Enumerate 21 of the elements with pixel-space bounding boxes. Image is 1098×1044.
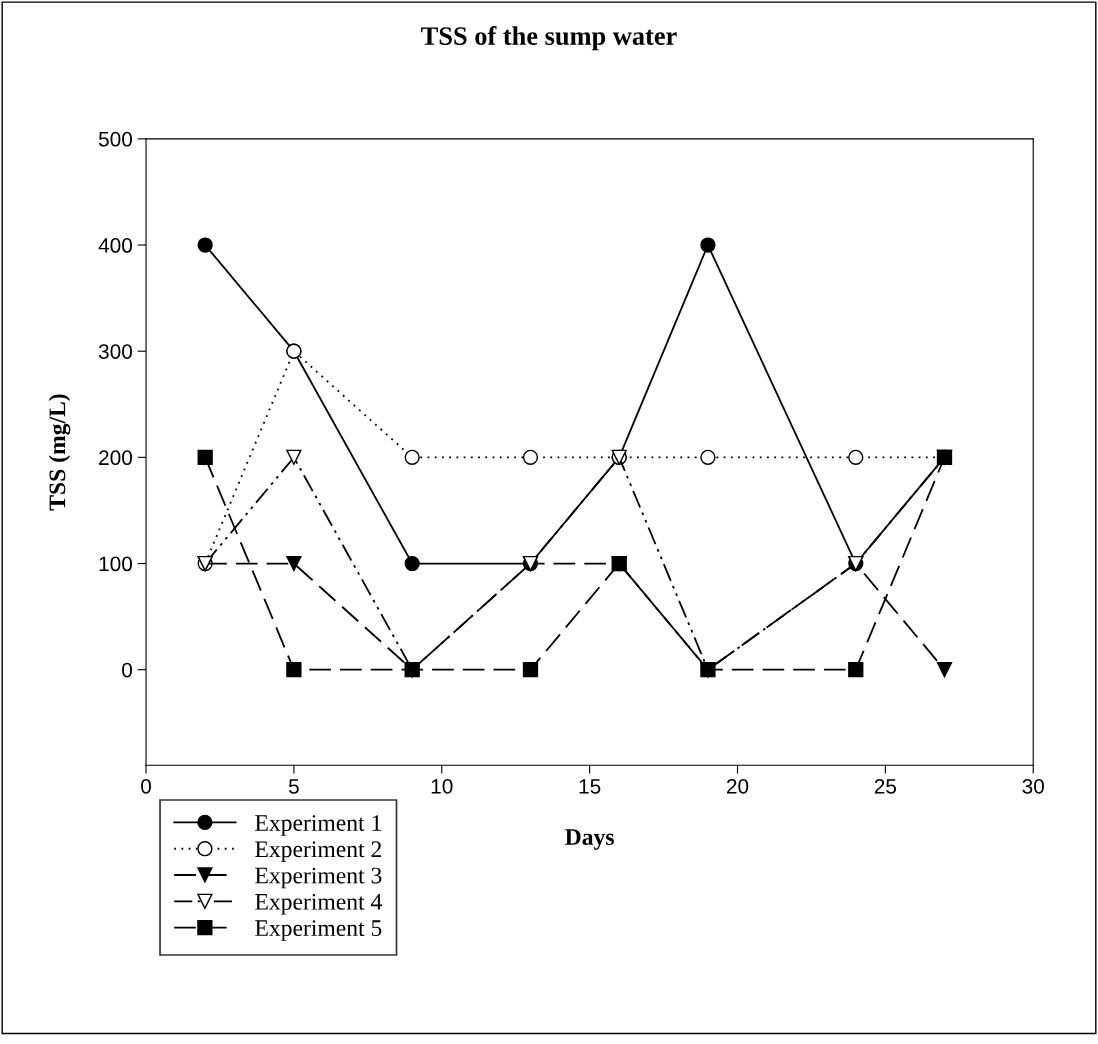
legend-label: Experiment 2 xyxy=(255,841,382,863)
chart-title: TSS of the sump water xyxy=(421,26,677,51)
y-tick-label: 500 xyxy=(98,131,133,147)
legend-label: Experiment 5 xyxy=(255,920,382,941)
y-tick-label: 100 xyxy=(99,556,133,572)
y-tick-label: 300 xyxy=(98,344,133,359)
x-tick-label: 20 xyxy=(726,779,749,794)
x-tick-label: 5 xyxy=(288,779,299,794)
x-axis-title: Days xyxy=(565,829,614,850)
x-tick-label: 25 xyxy=(874,779,897,794)
y-tick-label: 400 xyxy=(98,238,133,253)
x-tick-label: 0 xyxy=(141,779,152,794)
y-axis-title: TSS (mg/L) xyxy=(48,394,71,511)
x-tick-label: 10 xyxy=(431,779,453,794)
x-tick-label: 30 xyxy=(1022,779,1044,794)
y-tick-label: 200 xyxy=(99,450,133,466)
legend-label: Experiment 1 xyxy=(255,815,381,836)
y-tick-label: 0 xyxy=(122,662,133,678)
legend-label: Experiment 4 xyxy=(255,893,382,915)
x-tick-label: 15 xyxy=(579,779,601,794)
legend-label: Experiment 3 xyxy=(255,867,382,889)
